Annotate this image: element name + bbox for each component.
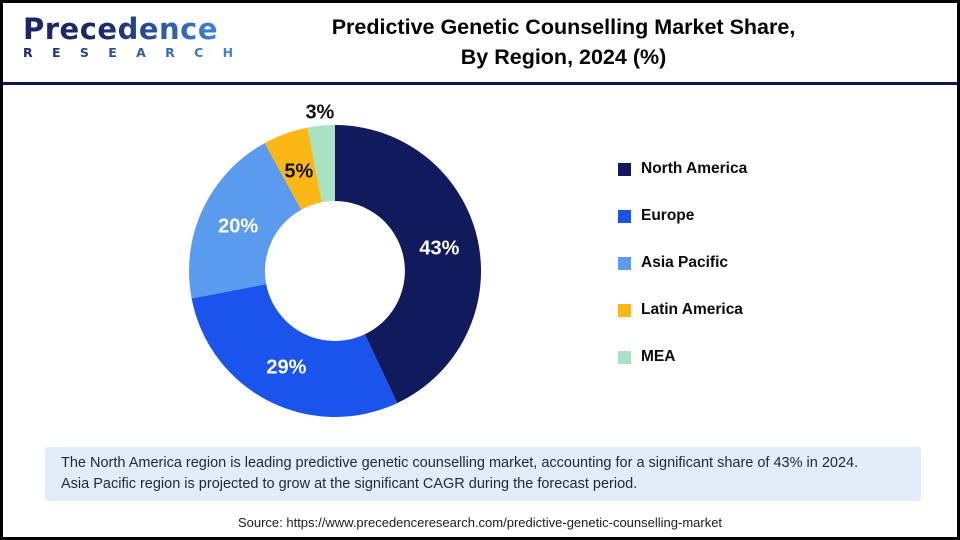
slice-label-europe: 29%: [266, 356, 306, 378]
legend-item-europe: Europe: [618, 207, 747, 225]
chart-legend: North America Europe Asia Pacific Latin …: [618, 160, 747, 395]
donut-slice-asia-pacific: [189, 143, 302, 299]
chart-title-line2: By Region, 2024 (%): [460, 45, 667, 69]
source-attribution: Source: https://www.precedenceresearch.c…: [237, 515, 723, 530]
header: Precedence R E S E A R C H Predictive Ge…: [3, 3, 957, 85]
brand-logo: Precedence R E S E A R C H: [23, 15, 241, 60]
legend-item-latin-america: Latin America: [618, 301, 747, 319]
chart-title: Predictive Genetic Counselling Market Sh…: [178, 12, 949, 72]
donut-slice-europe: [191, 284, 398, 418]
slice-label-asia-pacific: 20%: [218, 215, 258, 237]
legend-swatch-asia-pacific: [618, 256, 631, 270]
legend-item-mea: MEA: [618, 348, 747, 366]
slice-label-latin-america: 5%: [284, 160, 313, 182]
chart-title-line1: Predictive Genetic Counselling Market Sh…: [331, 15, 796, 39]
legend-label: North America: [641, 160, 748, 177]
brand-logo-subtitle: R E S E A R C H: [23, 45, 241, 60]
legend-label: MEA: [641, 348, 676, 365]
donut-slice-north-america: [335, 125, 482, 404]
summary-note: The North America region is leading pred…: [45, 447, 921, 501]
slice-label-north-america: 43%: [419, 238, 459, 260]
legend-swatch-latin-america: [618, 303, 631, 317]
legend-swatch-europe: [618, 209, 631, 223]
legend-label: Asia Pacific: [641, 254, 729, 271]
legend-label: Latin America: [641, 301, 743, 318]
legend-swatch-north-america: [618, 162, 631, 176]
slice-label-mea: 3%: [305, 102, 334, 124]
legend-label: Europe: [641, 207, 695, 224]
legend-item-asia-pacific: Asia Pacific: [618, 254, 747, 272]
donut-slice-mea: [307, 125, 335, 203]
legend-item-north-america: North America: [618, 160, 747, 178]
summary-note-line2: Asia Pacific region is projected to grow…: [61, 476, 638, 492]
donut-slice-latin-america: [264, 127, 322, 210]
donut-chart: 43% 29% 20% 5% 3%: [189, 102, 482, 418]
legend-swatch-mea: [618, 350, 631, 364]
brand-logo-wordmark: Precedence: [23, 15, 241, 44]
summary-note-line1: The North America region is leading pred…: [61, 455, 859, 471]
